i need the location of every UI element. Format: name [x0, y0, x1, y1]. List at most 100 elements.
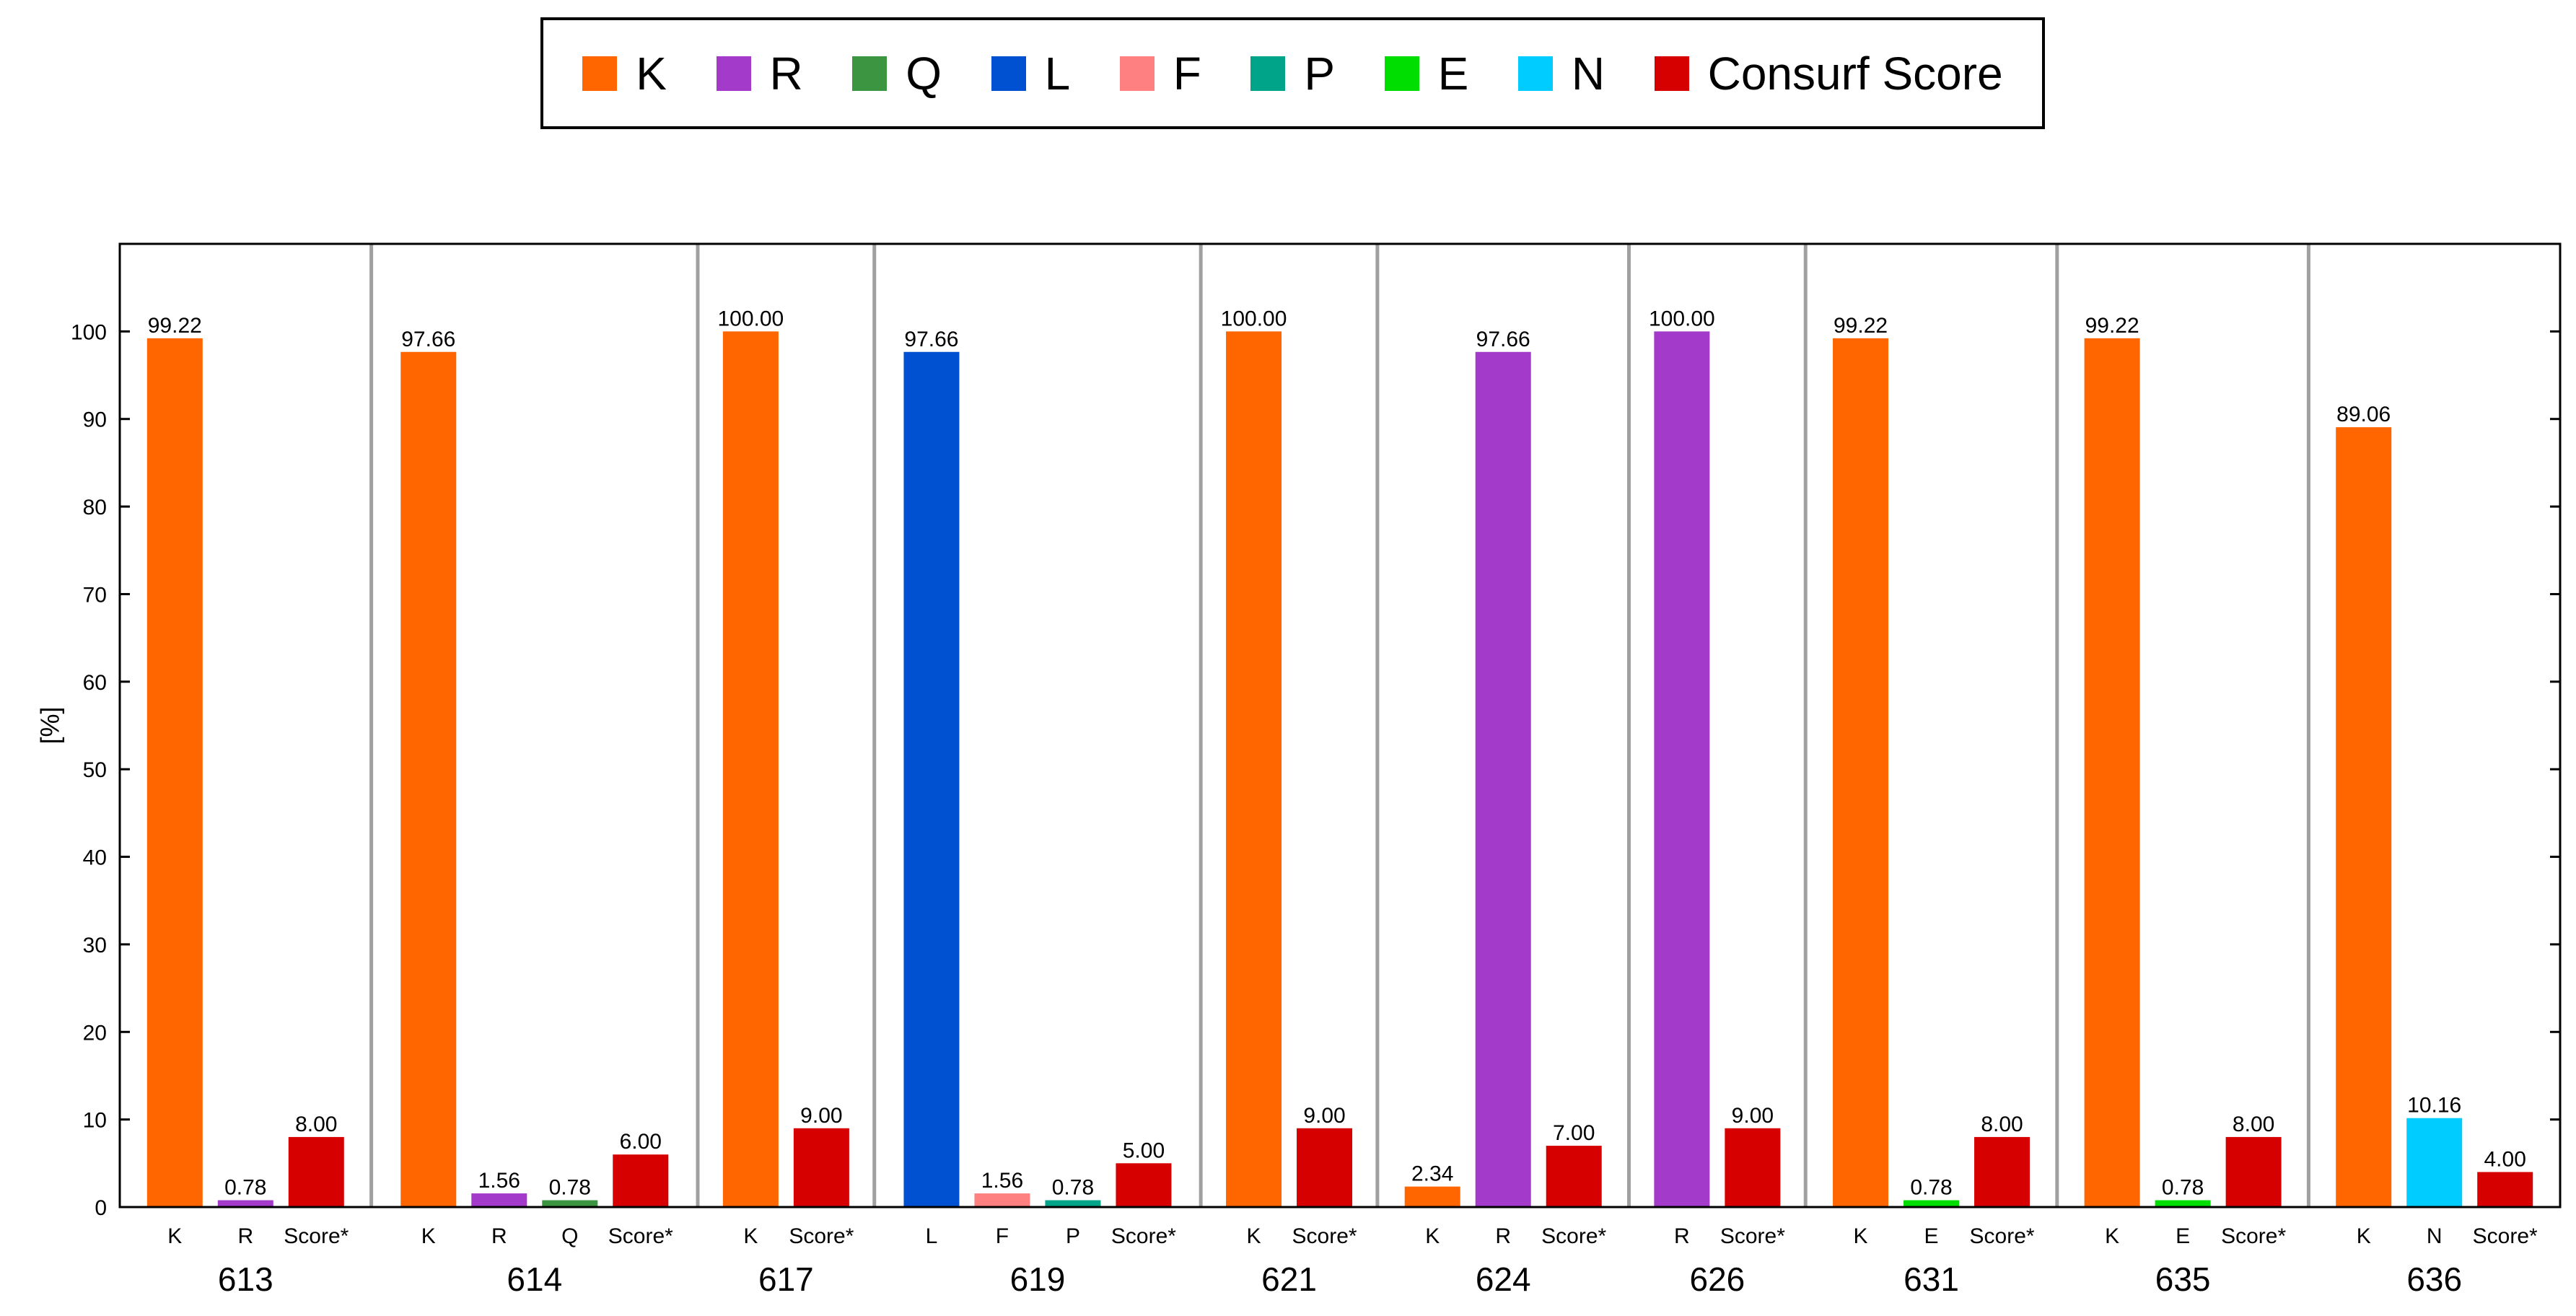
legend-swatch: [991, 56, 1026, 91]
position-label: 624: [1476, 1260, 1531, 1298]
legend-swatch: [1119, 56, 1155, 91]
bar-category-label: K: [1247, 1224, 1261, 1248]
position-label: 635: [2155, 1260, 2211, 1298]
legend-label: P: [1304, 47, 1336, 100]
bar: [2155, 1200, 2211, 1207]
bar: [1546, 1146, 1602, 1207]
bar-category-label: Score*: [608, 1224, 673, 1248]
bar: [288, 1136, 344, 1207]
legend-item: N: [1517, 47, 1605, 100]
bar-value-label: 0.78: [224, 1176, 266, 1200]
bar-value-label: 10.16: [2407, 1094, 2461, 1118]
y-tick-label: 90: [83, 408, 107, 432]
y-tick-label: 100: [71, 320, 107, 344]
bar: [2406, 1118, 2463, 1207]
bar-value-label: 8.00: [2233, 1113, 2274, 1136]
legend-label: F: [1173, 47, 1201, 100]
y-tick-label: 30: [83, 934, 107, 957]
bar-category-label: Score*: [1541, 1224, 1606, 1248]
plot-frame: [118, 242, 2562, 1208]
bar: [2477, 1172, 2533, 1207]
bar-value-label: 97.66: [1476, 328, 1530, 351]
legend-item: E: [1384, 47, 1468, 100]
legend-swatch: [1384, 56, 1419, 91]
bar: [217, 1200, 273, 1207]
bar-category-label: K: [421, 1224, 436, 1248]
y-tick-label: 60: [83, 671, 107, 695]
bar-value-label: 100.00: [717, 307, 784, 330]
legend-swatch: [1250, 56, 1286, 91]
position-label: 631: [1903, 1260, 1959, 1298]
position-label: 621: [1261, 1260, 1317, 1298]
legend-label: N: [1571, 47, 1605, 100]
bar: [1297, 1128, 1353, 1207]
y-tick-label: 10: [83, 1109, 107, 1133]
bar-value-label: 89.06: [2336, 403, 2391, 426]
bar-value-label: 9.00: [1732, 1104, 1774, 1128]
chart-legend: K R Q L F P E N Consurf Score: [540, 17, 2045, 129]
legend-item: L: [991, 47, 1071, 100]
bar-value-label: 4.00: [2484, 1147, 2526, 1171]
bar-category-label: K: [743, 1224, 758, 1248]
position-label: 619: [1010, 1260, 1066, 1298]
bar-category-label: Score*: [1970, 1224, 2035, 1248]
bar-value-label: 6.00: [620, 1130, 662, 1154]
legend-swatch: [1517, 56, 1553, 91]
bar-value-label: 0.78: [1910, 1176, 1952, 1200]
bar-value-label: 100.00: [1649, 307, 1715, 330]
bar: [1725, 1128, 1781, 1207]
bar-value-label: 2.34: [1411, 1162, 1453, 1186]
bar-category-label: K: [1854, 1224, 1868, 1248]
bar-category-label: Score*: [2473, 1224, 2538, 1248]
bar: [146, 338, 203, 1208]
bar-value-label: 1.56: [981, 1169, 1023, 1193]
legend-item: K: [582, 47, 667, 100]
bar-value-label: 0.78: [2162, 1176, 2204, 1200]
bar-category-label: Score*: [284, 1224, 349, 1248]
bar: [1404, 1186, 1460, 1207]
position-label: 613: [218, 1260, 273, 1298]
bar: [1974, 1136, 2030, 1207]
y-tick-label: 70: [83, 583, 107, 607]
bar-value-label: 0.78: [549, 1176, 591, 1200]
bar: [542, 1200, 598, 1207]
bar-value-label: 8.00: [295, 1113, 337, 1136]
legend-label: L: [1044, 47, 1071, 100]
bar: [903, 351, 960, 1208]
y-tick-label: 80: [83, 496, 107, 519]
y-tick-label: 20: [83, 1021, 107, 1045]
bar: [1116, 1163, 1172, 1207]
bar-category-label: Score*: [2221, 1224, 2286, 1248]
bar: [1045, 1200, 1101, 1207]
bar-category-label: N: [2427, 1224, 2443, 1248]
bar: [613, 1154, 669, 1207]
legend-swatch: [582, 56, 618, 91]
bar: [1833, 338, 1889, 1208]
bar: [1475, 351, 1531, 1208]
bar-category-label: E: [2176, 1224, 2190, 1248]
legend-item: Q: [852, 47, 942, 100]
bar-value-label: 97.66: [401, 328, 455, 351]
bar-category-label: Score*: [1720, 1224, 1785, 1248]
bar: [2084, 338, 2140, 1208]
legend-item: Consurf Score: [1654, 47, 2003, 100]
bar-category-label: K: [1425, 1224, 1440, 1248]
y-tick-label: 0: [95, 1196, 107, 1220]
bar: [974, 1193, 1030, 1207]
bar-category-label: R: [1674, 1224, 1690, 1248]
bar-value-label: 7.00: [1553, 1121, 1595, 1145]
bar-category-label: Score*: [1111, 1224, 1176, 1248]
bar-category-label: E: [1924, 1224, 1939, 1248]
bar-category-label: K: [2357, 1224, 2371, 1248]
bar: [1226, 331, 1282, 1207]
bar-category-label: R: [1495, 1224, 1511, 1248]
bar-value-label: 9.00: [800, 1104, 842, 1128]
bar-value-label: 99.22: [2085, 314, 2139, 338]
y-tick-label: 40: [83, 846, 107, 870]
bar-category-label: K: [2105, 1224, 2119, 1248]
bar: [471, 1193, 527, 1207]
legend-swatch: [716, 56, 751, 91]
bar-category-label: Score*: [1292, 1224, 1357, 1248]
bar-value-label: 9.00: [1303, 1104, 1345, 1128]
